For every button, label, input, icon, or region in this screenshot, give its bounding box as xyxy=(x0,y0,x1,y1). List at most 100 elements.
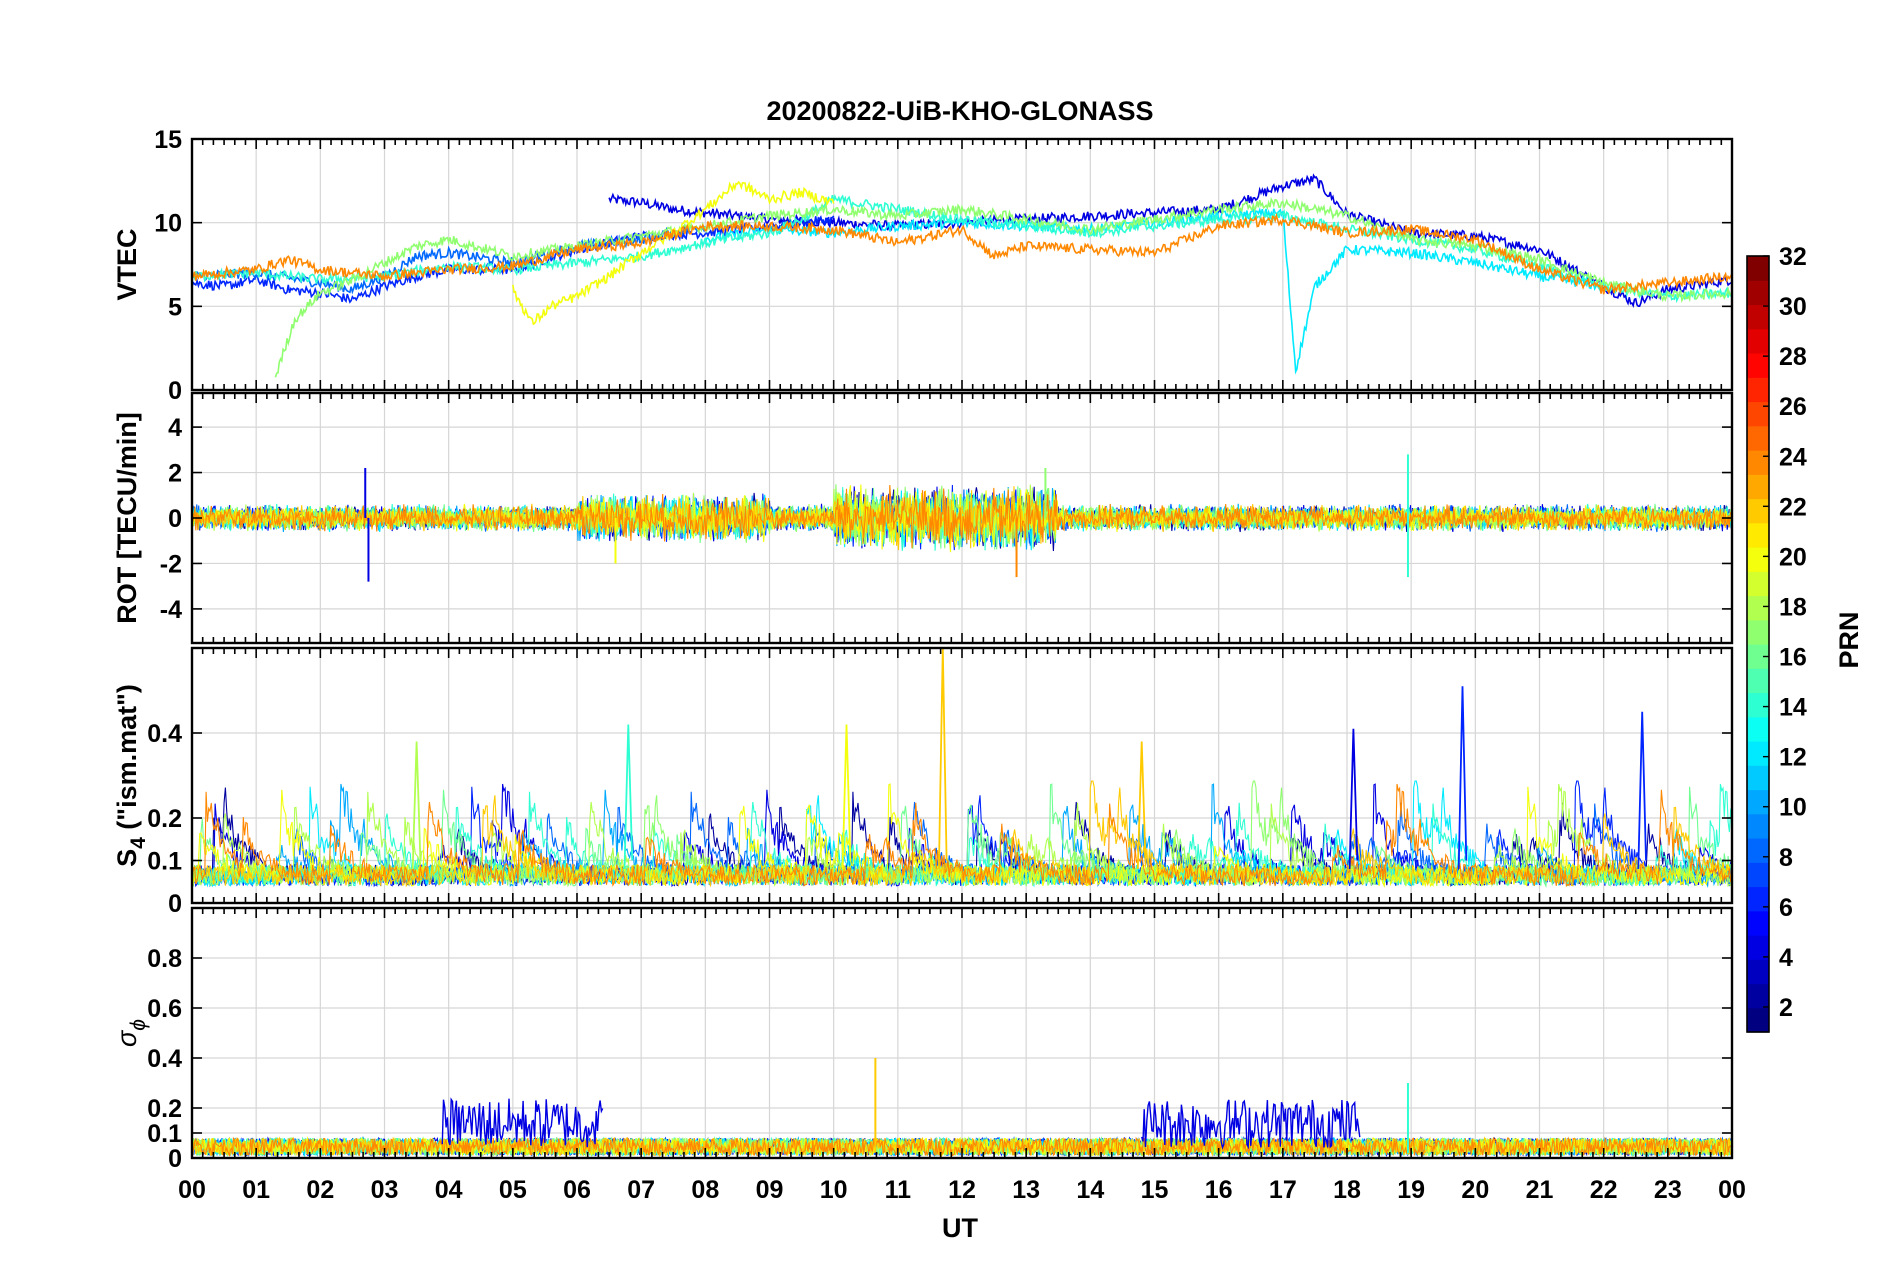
xtick-label: 18 xyxy=(1333,1176,1361,1204)
colorbar-swatch xyxy=(1747,377,1769,403)
s4-peak xyxy=(1136,741,1147,870)
colorbar-swatch xyxy=(1747,474,1769,500)
colorbar-swatch xyxy=(1747,425,1769,451)
ytick-label: 0.2 xyxy=(147,805,182,833)
xtick-label: 00 xyxy=(178,1176,206,1204)
colorbar-swatch xyxy=(1747,959,1769,985)
colorbar-swatch xyxy=(1747,813,1769,839)
colorbar-swatch xyxy=(1747,498,1769,524)
colorbar-tick-label: 28 xyxy=(1779,343,1807,371)
panel-rot: -4 -2 0 2 4 ROT [TECU/min] xyxy=(112,391,1734,645)
ytick-label: -2 xyxy=(160,550,182,578)
colorbar-swatch xyxy=(1747,644,1769,669)
ticks-s4 xyxy=(191,648,1733,903)
colorbar-swatch xyxy=(1747,256,1769,281)
xtick-label: 23 xyxy=(1654,1176,1682,1204)
colorbar-swatch xyxy=(1747,547,1769,572)
ticks-rot xyxy=(191,393,1733,643)
ytick-label: 0 xyxy=(168,1145,182,1173)
xtick-label: 12 xyxy=(948,1176,976,1204)
xtick-label: 11 xyxy=(885,1176,912,1204)
colorbar-swatch xyxy=(1747,1007,1769,1033)
colorbar-tick-label: 4 xyxy=(1779,944,1793,972)
colorbar-swatch xyxy=(1747,910,1769,936)
colorbar-tick-label: 22 xyxy=(1779,493,1807,521)
colorbar-swatch xyxy=(1747,450,1769,475)
colorbar-swatch xyxy=(1747,328,1769,354)
sigma-band xyxy=(1141,1099,1361,1150)
colorbar-swatch xyxy=(1747,522,1769,548)
ytick-label: 0.1 xyxy=(147,1120,182,1148)
xtick-label: 10 xyxy=(820,1176,848,1204)
xtick-label: 19 xyxy=(1397,1176,1425,1204)
colorbar-tick-label: 16 xyxy=(1779,644,1807,672)
colorbar-tick-label: 32 xyxy=(1779,243,1807,271)
ylabel-rot: ROT [TECU/min] xyxy=(112,412,142,623)
xtick-label: 09 xyxy=(756,1176,784,1204)
colorbar-swatch xyxy=(1747,401,1769,427)
colorbar-swatch xyxy=(1747,886,1769,912)
ytick-label: 10 xyxy=(154,210,182,238)
xtick-label: 00 xyxy=(1718,1176,1746,1204)
xtick-label: 21 xyxy=(1526,1176,1554,1204)
vtec-line-prn-4 xyxy=(608,173,1732,309)
ytick-label: -4 xyxy=(160,596,182,624)
colorbar-label: PRN xyxy=(1834,611,1864,668)
colorbar-swatch xyxy=(1747,304,1769,330)
xtick-label: 06 xyxy=(563,1176,591,1204)
ytick-label: 0.8 xyxy=(147,945,182,973)
colorbar-tick-label: 2 xyxy=(1779,994,1793,1022)
colorbar-swatch xyxy=(1747,692,1769,718)
xtick-label: 02 xyxy=(306,1176,334,1204)
series-vtec xyxy=(192,173,1732,378)
colorbar-swatch xyxy=(1747,571,1769,597)
colorbar-tick-label: 12 xyxy=(1779,744,1807,772)
xtick-label: 17 xyxy=(1269,1176,1297,1204)
vtec-line-prn-17 xyxy=(274,197,1732,378)
colorbar-tick-label: 6 xyxy=(1779,894,1793,922)
sigma-band xyxy=(441,1097,604,1148)
colorbar-swatch xyxy=(1747,983,1769,1009)
colorbar-swatch xyxy=(1747,353,1769,378)
series-rot xyxy=(192,454,1732,582)
rot-line-prn-24 xyxy=(192,484,1732,549)
ytick-label: 0.2 xyxy=(147,1095,182,1123)
ylabel-sigma_phi: σϕ xyxy=(112,1019,150,1047)
ytick-label: 0 xyxy=(168,377,182,405)
colorbar-swatch xyxy=(1747,716,1769,742)
ytick-label: 0 xyxy=(168,505,182,533)
panel-vtec: 0 5 10 15 VTEC xyxy=(112,126,1734,405)
colorbar-swatch xyxy=(1747,280,1769,306)
s4-peak xyxy=(1457,686,1468,870)
s4-peak xyxy=(841,724,852,870)
colorbar-swatch xyxy=(1747,668,1769,694)
ticks-sigma_phi xyxy=(191,908,1733,1158)
colorbar-swatch xyxy=(1747,789,1769,815)
ytick-label: 0.6 xyxy=(147,995,182,1023)
xtick-label: 22 xyxy=(1590,1176,1618,1204)
ticks-vtec xyxy=(191,139,1733,390)
colorbar-tick-label: 18 xyxy=(1779,593,1807,621)
ytick-label: 0 xyxy=(168,890,182,918)
grid-rot xyxy=(192,393,1732,643)
panel-s4: 0 0.1 0.2 0.4S4 ("ism.mat") xyxy=(112,646,1734,918)
xtick-label: 05 xyxy=(499,1176,527,1204)
chart-title: 20200822-UiB-KHO-GLONASS xyxy=(766,96,1153,126)
xtick-label: 16 xyxy=(1205,1176,1233,1204)
colorbar-swatch xyxy=(1747,838,1769,863)
xtick-label: 20 xyxy=(1461,1176,1489,1204)
colorbar-swatch xyxy=(1747,619,1769,645)
s4-line-prn-22 xyxy=(192,780,1732,888)
colorbar-swatch xyxy=(1747,741,1769,766)
ytick-label: 0.1 xyxy=(147,848,182,876)
ytick-label: 0.4 xyxy=(147,1045,182,1073)
ytick-label: 5 xyxy=(168,293,182,321)
s4-peak xyxy=(938,648,948,870)
xtick-label: 03 xyxy=(371,1176,399,1204)
x-axis-label: UT xyxy=(942,1213,978,1243)
ytick-label: 0.4 xyxy=(147,720,182,748)
colorbar-tick-label: 14 xyxy=(1779,694,1807,722)
xtick-label: 13 xyxy=(1012,1176,1040,1204)
